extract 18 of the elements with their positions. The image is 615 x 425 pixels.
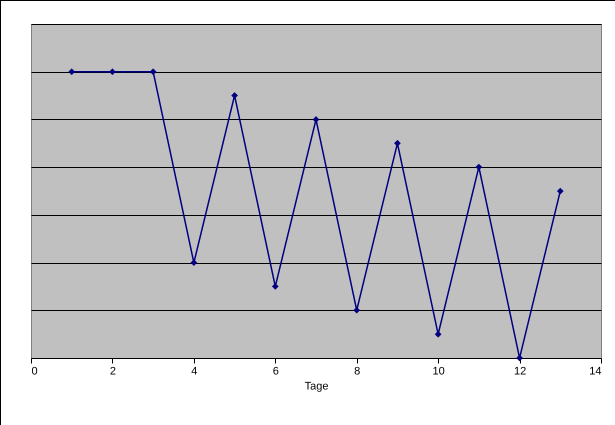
point [516,354,523,362]
x-tick-label: 12 [514,366,526,378]
point [150,68,156,76]
point [312,116,320,123]
x-tick-label: 2 [110,366,116,378]
x-tick-label: 4 [191,366,198,378]
x-axis-title: Tage [304,380,328,392]
point [556,188,564,194]
point [476,164,482,170]
point [231,92,238,99]
point [68,68,76,76]
x-tick-label: 6 [272,366,279,378]
point [272,283,279,290]
x-tick-label: 10 [432,366,445,378]
x-tick-label: 8 [354,366,360,378]
x-tick-label: 14 [589,366,602,378]
x-tick-label: 0 [32,366,38,378]
point [109,68,116,76]
